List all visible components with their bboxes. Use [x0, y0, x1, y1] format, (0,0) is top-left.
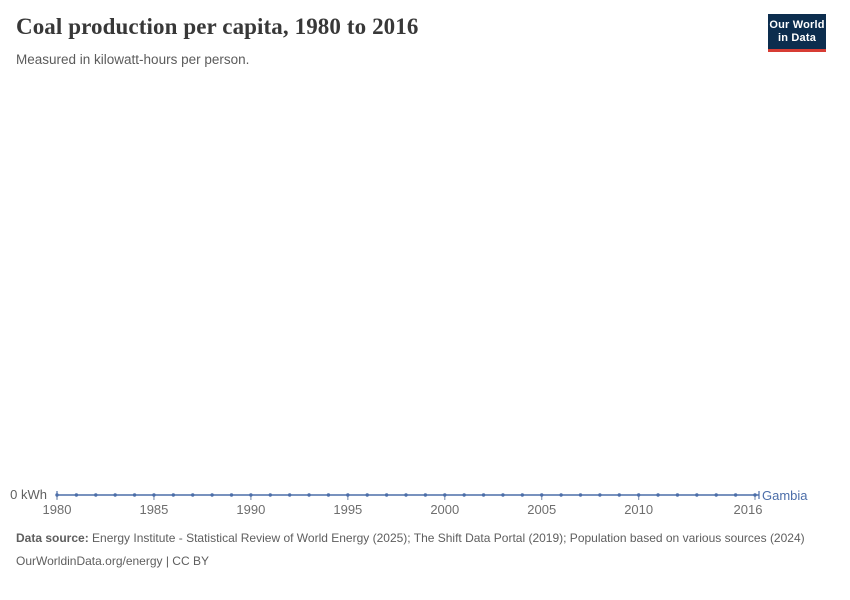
owid-logo-line2: in Data	[777, 31, 817, 44]
x-axis-line-chart: 1980 1985 1990 1995 2000 2005 2010 2016	[43, 491, 763, 517]
y-axis-zero-label: 0 kWh	[10, 487, 47, 502]
chart-footer: Data source: Energy Institute - Statisti…	[16, 531, 834, 569]
x-tick-label-2010: 2010	[624, 502, 653, 517]
owid-logo-line1: Our World	[769, 18, 825, 31]
x-tick-label-2005: 2005	[527, 502, 556, 517]
plot-area	[0, 80, 850, 530]
x-tick-label-1995: 1995	[333, 502, 362, 517]
x-tick-label-1980: 1980	[43, 502, 72, 517]
x-tick-label-1985: 1985	[139, 502, 168, 517]
chart-subtitle: Measured in kilowatt-hours per person.	[16, 52, 250, 67]
x-tick-label-1990: 1990	[236, 502, 265, 517]
data-source-line: Data source: Energy Institute - Statisti…	[16, 531, 834, 547]
license-link[interactable]: OurWorldinData.org/energy | CC BY	[16, 553, 209, 568]
data-source-text: Energy Institute - Statistical Review of…	[88, 531, 805, 545]
data-source-label: Data source:	[16, 531, 89, 545]
x-tick-label-2016: 2016	[734, 502, 763, 517]
series-label-gambia[interactable]: Gambia	[762, 488, 808, 503]
x-tick-label-2000: 2000	[430, 502, 459, 517]
chart-title: Coal production per capita, 1980 to 2016	[16, 14, 419, 39]
owid-logo: Our World in Data	[768, 14, 826, 52]
